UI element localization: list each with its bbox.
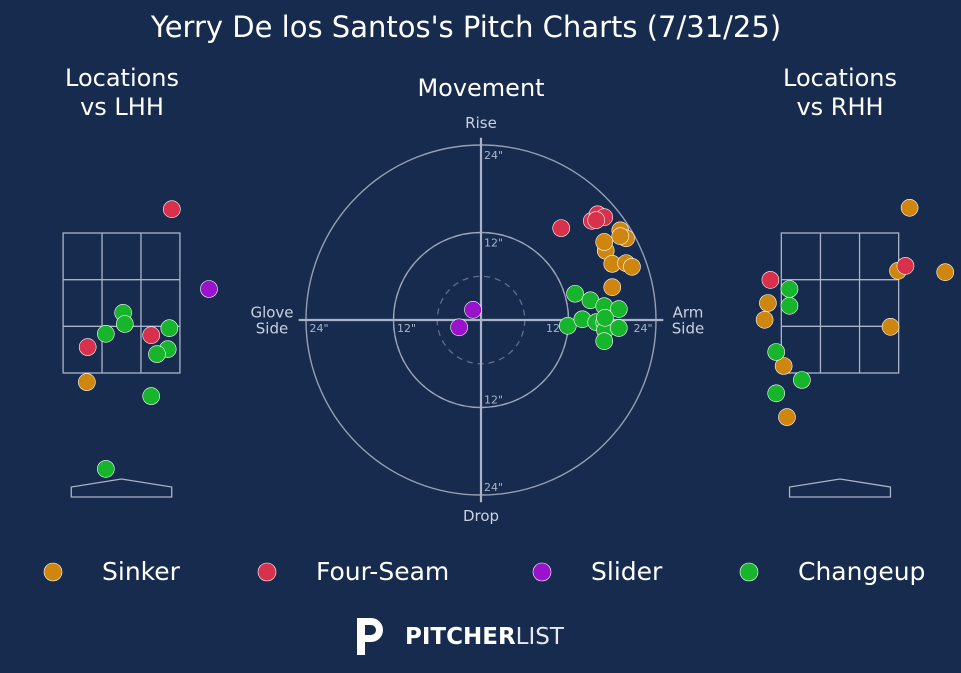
pitch-point (160, 319, 179, 338)
legend-marker (532, 562, 552, 582)
logo-text: PITCHERLIST (405, 624, 565, 650)
axis-label: Drop (462, 507, 500, 526)
logo-bold: PITCHER (405, 624, 516, 650)
axis-label: Rise (465, 114, 497, 133)
pitch-point (142, 326, 160, 345)
pitch-point (163, 200, 181, 218)
pitch-point (610, 300, 628, 318)
pitch-point (552, 219, 571, 237)
pitch-point (450, 318, 468, 337)
pitch-point (611, 227, 630, 245)
x-tick-label: 12" (397, 322, 416, 335)
logo-light: LIST (516, 624, 565, 650)
pitch-point (464, 300, 482, 319)
strike-zone (62, 232, 181, 374)
legend-label: Changeup (798, 557, 925, 586)
pitch-point (780, 296, 799, 315)
y-tick-label: 24" (484, 149, 503, 162)
pitch-point (78, 373, 96, 391)
pitch-point (566, 284, 584, 303)
pitch-point (595, 233, 614, 251)
pitch-point (767, 384, 786, 403)
pitch-point (78, 338, 97, 356)
home-plate (788, 478, 892, 498)
pitch-point (761, 271, 780, 289)
pitch-point (767, 343, 786, 361)
legend-marker (257, 562, 277, 582)
logo-icon (357, 618, 383, 655)
legend-label: Sinker (102, 557, 181, 586)
axis-label: Arm Side (671, 303, 705, 337)
chart-title: Movement (417, 74, 545, 102)
pitch-point (97, 460, 115, 478)
pitch-point (936, 263, 955, 282)
page-title: Yerry De los Santos's Pitch Charts (7/31… (150, 10, 781, 44)
pitch-point (610, 319, 628, 337)
pitch-point (97, 324, 115, 343)
pitch-point (793, 371, 811, 389)
y-tick-label: 24" (484, 481, 503, 494)
legend-label: Four-Seam (316, 557, 449, 586)
pitch-point (900, 199, 919, 217)
x-tick-label: 24" (309, 322, 328, 335)
legend-marker (739, 562, 759, 582)
pitch-point (142, 387, 160, 405)
pitch-point (774, 357, 793, 375)
pitch-point (881, 317, 900, 336)
x-tick-label: 24" (633, 322, 652, 335)
legend-marker (43, 562, 63, 582)
pitch-point (623, 257, 641, 276)
pitch-point (755, 310, 774, 329)
pitch-point (896, 257, 915, 275)
pitch-point (595, 332, 614, 350)
chart-title: Locations vs RHH (782, 64, 898, 121)
pitch-point (780, 280, 799, 298)
axis-label: Glove Side (250, 303, 294, 337)
y-tick-label: 12" (484, 236, 503, 249)
pitch-point (759, 294, 777, 312)
pitch-point (778, 408, 796, 426)
pitch-point (148, 345, 166, 363)
strike-zone (780, 232, 900, 374)
pitch-point (200, 280, 218, 298)
pitch-point (603, 278, 622, 296)
logo: PITCHERLIST (357, 618, 565, 655)
pitch-point (116, 315, 134, 333)
pitch-point (587, 211, 606, 229)
pitch-point (596, 309, 614, 327)
home-plate (70, 478, 173, 498)
chart-title: Locations vs LHH (64, 64, 180, 121)
legend-label: Slider (591, 557, 663, 586)
pitch-point (558, 317, 577, 335)
y-tick-label: 12" (484, 394, 503, 407)
